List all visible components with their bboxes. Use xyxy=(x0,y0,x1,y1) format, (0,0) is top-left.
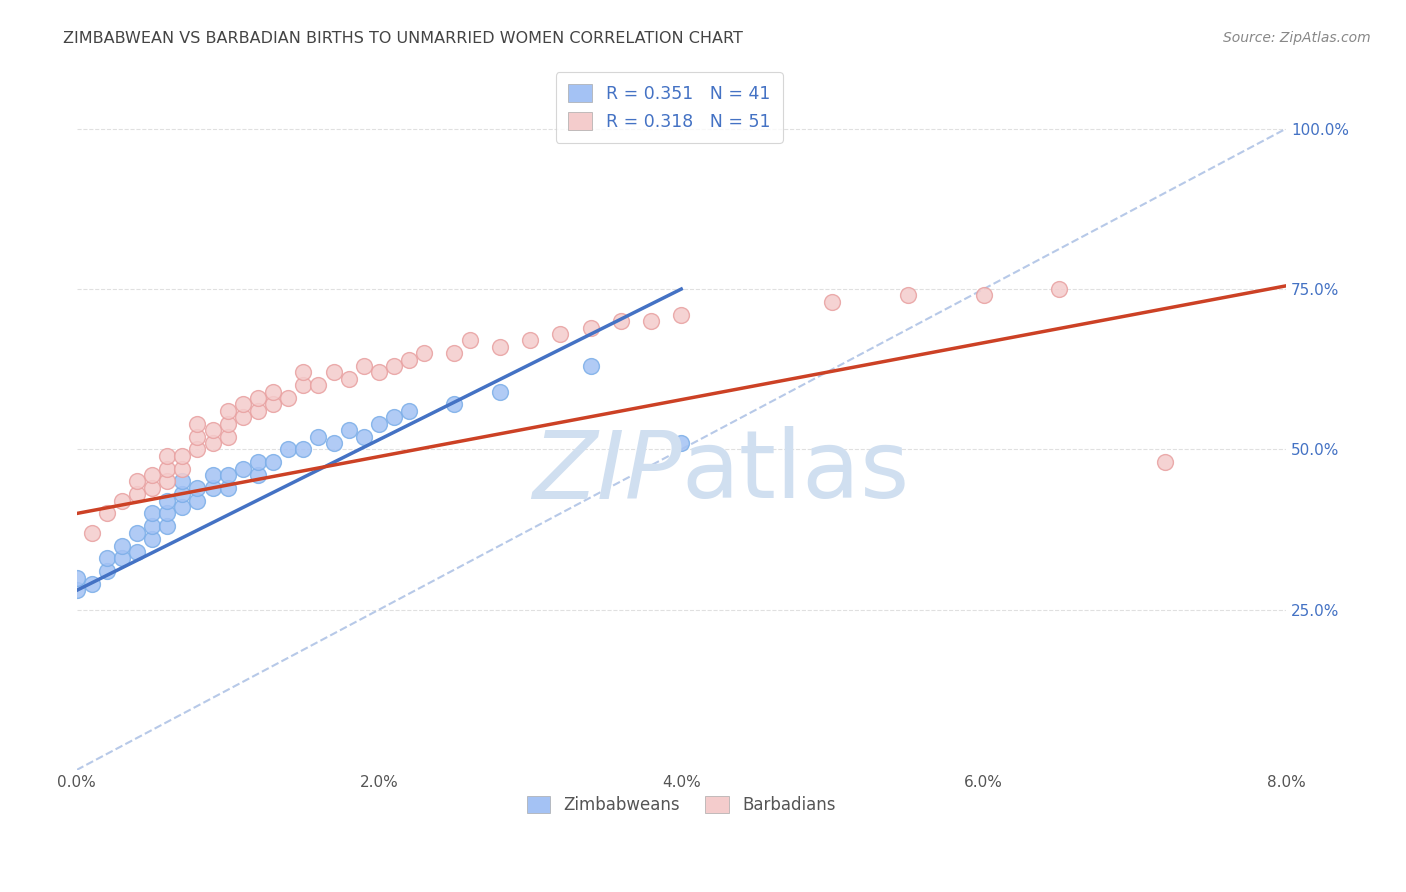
Point xyxy=(96,507,118,521)
Text: ZIMBABWEAN VS BARBADIAN BIRTHS TO UNMARRIED WOMEN CORRELATION CHART: ZIMBABWEAN VS BARBADIAN BIRTHS TO UNMARR… xyxy=(63,31,744,46)
Point xyxy=(671,308,693,322)
Point xyxy=(172,449,194,463)
Point xyxy=(1047,282,1070,296)
Point xyxy=(640,314,662,328)
Point xyxy=(186,417,208,431)
Point xyxy=(217,404,239,418)
Point xyxy=(232,461,254,475)
Point xyxy=(292,378,315,392)
Point xyxy=(292,366,315,380)
Point xyxy=(519,334,541,348)
Point xyxy=(610,314,633,328)
Point xyxy=(186,493,208,508)
Point xyxy=(277,391,299,405)
Point xyxy=(322,436,344,450)
Point xyxy=(277,442,299,457)
Point xyxy=(322,366,344,380)
Point xyxy=(217,417,239,431)
Point xyxy=(65,571,87,585)
Point xyxy=(125,487,148,501)
Point xyxy=(292,442,315,457)
Text: atlas: atlas xyxy=(682,426,910,518)
Legend: Zimbabweans, Barbadians: Zimbabweans, Barbadians xyxy=(517,786,845,824)
Text: ZIP: ZIP xyxy=(531,426,682,517)
Point xyxy=(125,545,148,559)
Point xyxy=(232,397,254,411)
Point xyxy=(201,436,224,450)
Point xyxy=(821,294,844,309)
Point xyxy=(201,481,224,495)
Point xyxy=(172,500,194,514)
Point xyxy=(382,359,405,373)
Point xyxy=(96,551,118,566)
Point xyxy=(172,461,194,475)
Text: Source: ZipAtlas.com: Source: ZipAtlas.com xyxy=(1223,31,1371,45)
Point xyxy=(111,539,134,553)
Point xyxy=(353,359,375,373)
Point xyxy=(217,429,239,443)
Point xyxy=(201,423,224,437)
Point xyxy=(186,481,208,495)
Point xyxy=(156,461,179,475)
Point xyxy=(141,519,163,533)
Point xyxy=(80,577,103,591)
Point xyxy=(550,326,572,341)
Point xyxy=(337,372,360,386)
Point xyxy=(579,359,602,373)
Point xyxy=(398,352,420,367)
Point xyxy=(156,449,179,463)
Point xyxy=(262,397,284,411)
Point xyxy=(65,583,87,598)
Point xyxy=(489,340,512,354)
Point xyxy=(172,487,194,501)
Point xyxy=(246,455,269,469)
Point xyxy=(111,493,134,508)
Point xyxy=(973,288,995,302)
Point xyxy=(398,404,420,418)
Point xyxy=(262,384,284,399)
Point xyxy=(458,334,481,348)
Point xyxy=(1154,455,1177,469)
Point xyxy=(217,481,239,495)
Point xyxy=(156,475,179,489)
Point xyxy=(217,468,239,483)
Point xyxy=(141,481,163,495)
Point xyxy=(443,346,465,360)
Point xyxy=(246,468,269,483)
Point xyxy=(413,346,436,360)
Point xyxy=(201,468,224,483)
Point xyxy=(246,404,269,418)
Point xyxy=(141,532,163,546)
Point xyxy=(172,475,194,489)
Point xyxy=(125,475,148,489)
Point xyxy=(367,417,389,431)
Point xyxy=(671,436,693,450)
Point xyxy=(156,519,179,533)
Point xyxy=(232,410,254,425)
Point xyxy=(111,551,134,566)
Point xyxy=(186,429,208,443)
Point xyxy=(489,384,512,399)
Point xyxy=(186,442,208,457)
Point xyxy=(141,507,163,521)
Point xyxy=(382,410,405,425)
Point xyxy=(443,397,465,411)
Point xyxy=(141,468,163,483)
Point xyxy=(337,423,360,437)
Point xyxy=(897,288,920,302)
Point xyxy=(96,564,118,578)
Point xyxy=(80,525,103,540)
Point xyxy=(353,429,375,443)
Point xyxy=(307,429,329,443)
Point xyxy=(579,320,602,334)
Point xyxy=(125,525,148,540)
Point xyxy=(246,391,269,405)
Point xyxy=(156,507,179,521)
Point xyxy=(367,366,389,380)
Point xyxy=(156,493,179,508)
Point xyxy=(307,378,329,392)
Point xyxy=(262,455,284,469)
